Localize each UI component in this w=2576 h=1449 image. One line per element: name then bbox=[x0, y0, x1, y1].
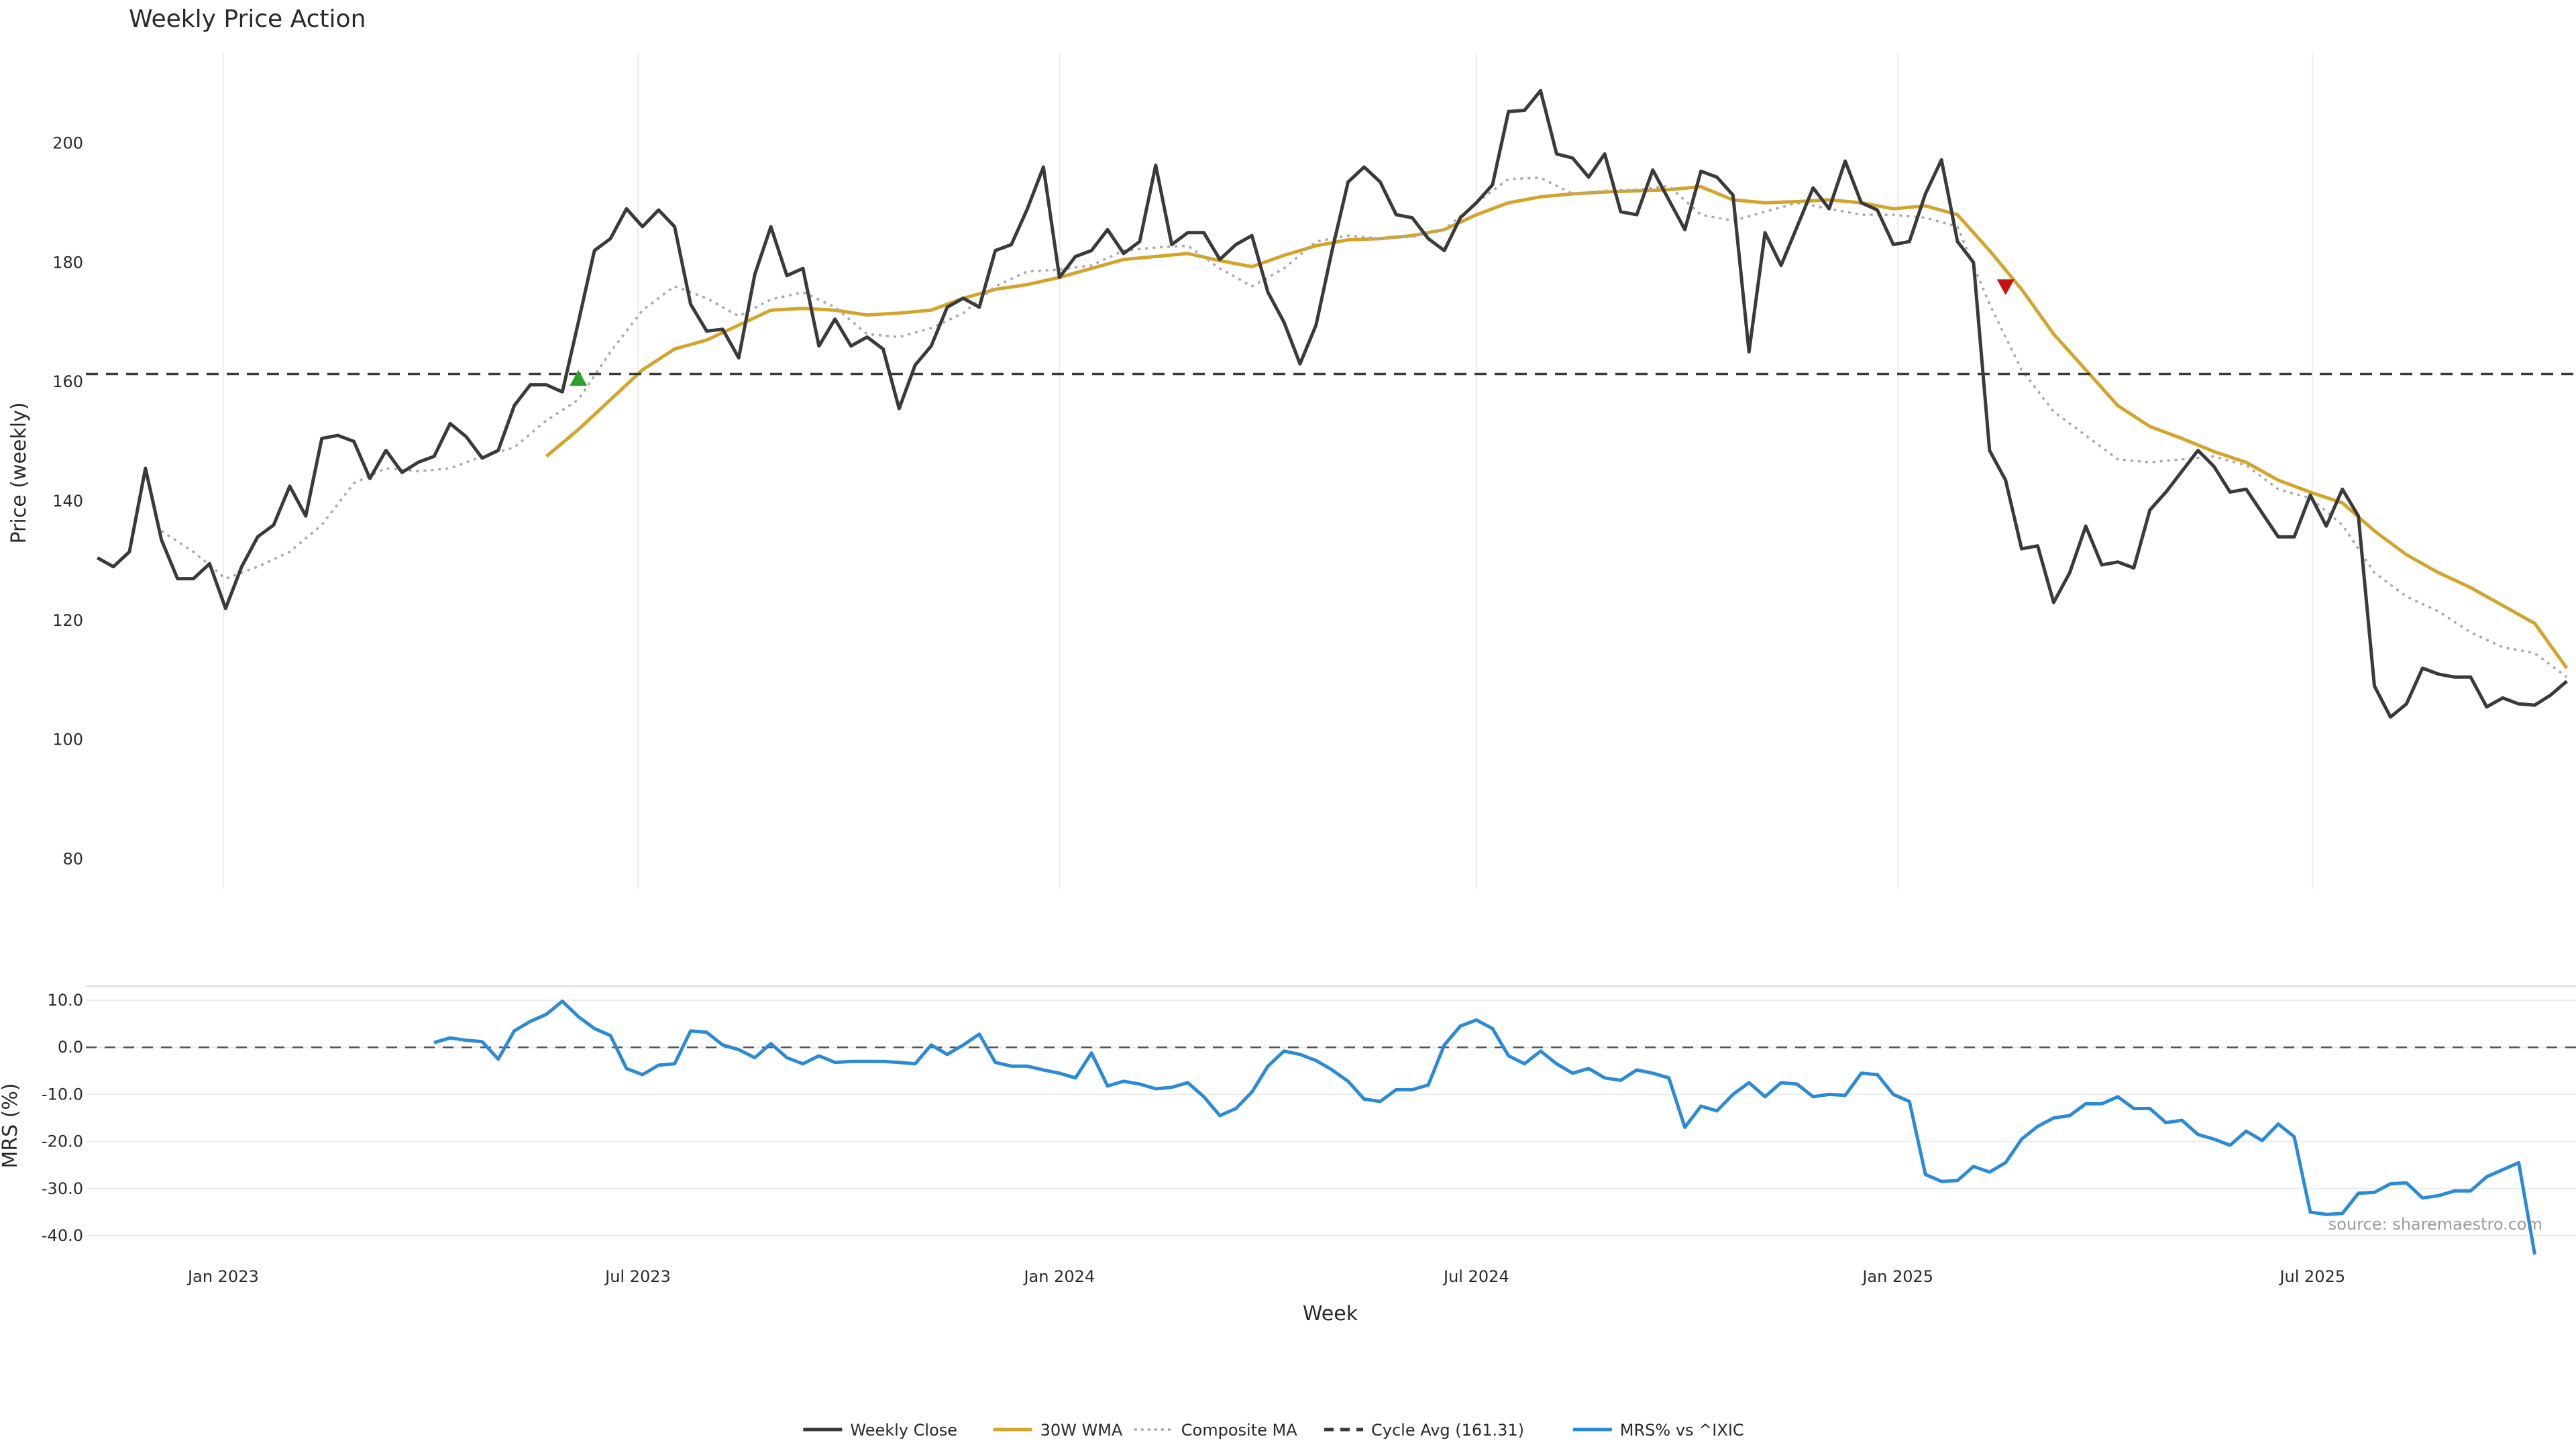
x-tick-label: Jan 2023 bbox=[186, 1267, 259, 1286]
mrs-y-tick-label: 10.0 bbox=[48, 991, 83, 1010]
price-y-tick-label: 180 bbox=[52, 253, 83, 272]
price-panel-grid bbox=[222, 54, 2314, 889]
mrs-y-axis-label: MRS (%) bbox=[0, 1083, 22, 1168]
legend-label: Cycle Avg (161.31) bbox=[1371, 1421, 1524, 1440]
price-panel-series bbox=[86, 89, 2576, 719]
legend-label: Weekly Close bbox=[850, 1421, 957, 1440]
legend-item: Weekly Close bbox=[803, 1421, 957, 1440]
weekly-close-line bbox=[96, 89, 2568, 719]
legend-item: Cycle Avg (161.31) bbox=[1324, 1421, 1524, 1440]
x-ticks: Jan 2023 Jul 2023 Jan 2024 Jul 2024 Jan 2025… bbox=[186, 1267, 2345, 1286]
mrs-panel-series bbox=[433, 1000, 2536, 1255]
mrs-y-ticks: 10.0 0.0 -10.0 -20.0 -30.0 -40.0 bbox=[42, 991, 83, 1245]
mrs-panel-grid bbox=[86, 985, 2576, 1236]
legend-item: 30W WMA bbox=[993, 1421, 1123, 1440]
price-y-ticks: 80 100 120 140 160 180 200 bbox=[52, 133, 83, 868]
price-y-tick-label: 160 bbox=[52, 372, 83, 391]
mrs-y-tick-label: -40.0 bbox=[42, 1226, 83, 1245]
x-tick-label: Jul 2025 bbox=[2278, 1267, 2345, 1286]
legend-item: Composite MA bbox=[1134, 1421, 1297, 1440]
legend-label: 30W WMA bbox=[1040, 1421, 1123, 1440]
price-y-tick-label: 120 bbox=[52, 611, 83, 630]
buy-signal-marker bbox=[570, 370, 588, 386]
legend-label: MRS% vs ^IXIC bbox=[1620, 1421, 1744, 1440]
price-y-axis-label: Price (weekly) bbox=[7, 402, 31, 543]
composite-ma-line bbox=[160, 176, 2568, 678]
x-tick-label: Jan 2025 bbox=[1861, 1267, 1933, 1286]
x-tick-label: Jul 2024 bbox=[1442, 1267, 1509, 1286]
price-y-tick-label: 140 bbox=[52, 492, 83, 511]
mrs-y-tick-label: -30.0 bbox=[42, 1179, 83, 1198]
x-axis-label: Week bbox=[1303, 1302, 1358, 1326]
source-annotation: source: sharemaestro.com bbox=[2328, 1215, 2542, 1234]
price-y-tick-label: 200 bbox=[52, 133, 83, 152]
30w-wma-line bbox=[545, 184, 2569, 669]
sell-signal-marker bbox=[1996, 279, 2015, 295]
chart-legend: Weekly Close 30W WMA Composite MA Cycle Avg… bbox=[803, 1421, 1744, 1440]
x-tick-label: Jan 2024 bbox=[1022, 1267, 1095, 1286]
mrs-line bbox=[433, 1000, 2536, 1255]
signal-markers bbox=[570, 279, 2015, 386]
price-y-tick-label: 100 bbox=[52, 731, 83, 749]
mrs-y-tick-label: 0.0 bbox=[58, 1038, 83, 1057]
mrs-y-tick-label: -20.0 bbox=[42, 1132, 83, 1151]
x-tick-label: Jul 2023 bbox=[604, 1267, 671, 1286]
legend-item: MRS% vs ^IXIC bbox=[1572, 1421, 1744, 1440]
price-y-tick-label: 80 bbox=[62, 850, 83, 869]
mrs-y-tick-label: -10.0 bbox=[42, 1085, 83, 1104]
chart-title: Weekly Price Action bbox=[129, 5, 366, 33]
legend-label: Composite MA bbox=[1181, 1421, 1297, 1440]
